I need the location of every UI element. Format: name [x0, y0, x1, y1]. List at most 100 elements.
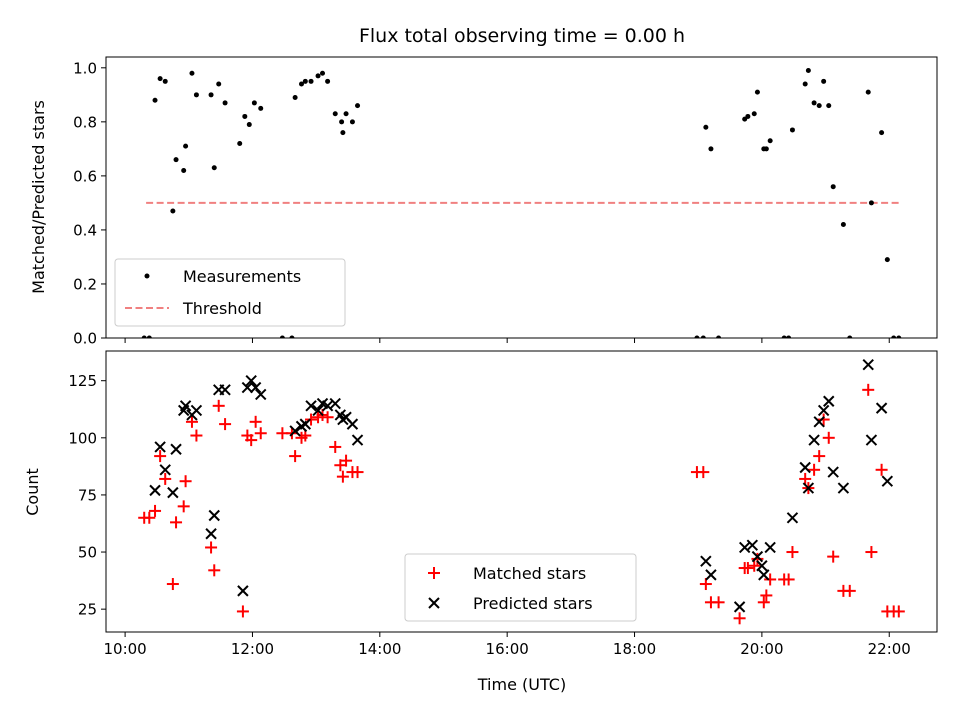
matched-stars-point [813, 450, 826, 463]
matched-stars-point [808, 463, 821, 476]
measurement-point [152, 97, 158, 103]
matched-stars-point [190, 429, 203, 442]
predicted-stars-point [241, 381, 254, 394]
count-y-tick-label: 125 [68, 372, 97, 390]
measurement-point [339, 119, 345, 125]
predicted-stars-point [808, 434, 820, 446]
measurement-point [325, 78, 331, 84]
count-legend-box [404, 553, 637, 622]
matched-stars-point [143, 511, 156, 524]
predicted-stars-point [733, 601, 746, 613]
predicted-stars-point [799, 461, 811, 474]
predicted-stars-point [255, 388, 267, 401]
measurement-point [222, 100, 228, 106]
ratio-legend: Measurements Threshold [114, 258, 346, 327]
measurement-point [754, 89, 760, 95]
matched-stars-point [875, 463, 888, 476]
matched-stars-point [149, 504, 162, 517]
measurement-point [279, 335, 285, 338]
measurement-point [716, 335, 722, 338]
measurement-point [789, 127, 795, 133]
measurement-point [141, 335, 147, 338]
measurement-point [258, 105, 264, 111]
count-y-tick-label: 100 [68, 429, 97, 447]
predicted-stars-point [351, 434, 364, 446]
measurement-point [840, 222, 846, 228]
measurement-point [786, 335, 792, 338]
measurement-point [308, 78, 314, 84]
matched-stars-point [205, 541, 218, 554]
measurement-point [767, 138, 773, 144]
ratio-plot-frame [105, 56, 938, 339]
predicted-stars-point [219, 384, 231, 396]
measurement-point [708, 146, 714, 152]
measurement-point [745, 113, 751, 119]
legend-label-threshold: Threshold [182, 299, 262, 318]
ratio-y-tick-label: 0.4 [73, 221, 97, 239]
ratio-panel: Matched/Predicted stars 0.0 0.2 0.4 0.6 0.8 1… [29, 56, 938, 348]
matched-stars-point [817, 413, 830, 426]
matched-stars-point [892, 605, 905, 618]
predicted-stars-point [205, 528, 217, 540]
matched-stars-point [219, 418, 232, 431]
matched-stars-point [179, 475, 192, 488]
predicted-stars-point [738, 541, 751, 554]
count-y-tick-label: 75 [78, 486, 97, 504]
measurement-point [183, 143, 189, 149]
predicted-stars-point [865, 434, 878, 446]
predicted-stars-point [875, 402, 888, 414]
matched-stars-point [249, 415, 262, 428]
count-plot-frame [105, 350, 938, 633]
ratio-y-tick-label: 0.0 [73, 330, 97, 348]
measurement-point [340, 130, 346, 136]
measurement-point [162, 78, 168, 84]
matched-stars-point [159, 472, 172, 485]
matched-stars-point [697, 466, 710, 479]
matched-stars-point [786, 546, 799, 559]
predicted-stars-point [208, 509, 220, 522]
predicted-stars-point [237, 585, 249, 597]
legend-label-predicted: Predicted stars [473, 594, 593, 613]
measurement-point [237, 140, 243, 146]
predicted-stars-point [813, 416, 825, 428]
predicted-stars-point [249, 381, 262, 394]
chart-title: Flux total observing time = 0.00 h [359, 25, 685, 47]
matched-stars-point [827, 550, 840, 563]
matched-stars-point [245, 434, 258, 447]
measurement-point [173, 157, 179, 163]
predicted-stars-point [190, 404, 203, 417]
measurement-point [896, 335, 902, 338]
matched-stars-point [329, 440, 342, 453]
measurement-point [193, 92, 199, 98]
predicted-stars-point [305, 400, 317, 412]
count-x-tick-label: 18:00 [613, 640, 656, 658]
count-x-tick-label: 14:00 [358, 640, 401, 658]
count-x-tick-label: 22:00 [868, 640, 911, 658]
measurement-point [865, 89, 871, 95]
legend-label-matched: Matched stars [473, 564, 586, 583]
predicted-stars-point [756, 560, 768, 572]
matched-stars-point [862, 383, 875, 396]
count-x-tick-label: 10:00 [103, 640, 146, 658]
count-plot-area: 10:00 12:00 14:00 16:00 18:00 20:00 22:00 25 50 7… [68, 359, 911, 658]
ratio-y-tick-label: 0.8 [73, 113, 97, 131]
measurement-point [216, 81, 222, 87]
legend-label-measurements: Measurements [183, 267, 301, 286]
measurement-point [847, 335, 853, 338]
matched-stars-point [305, 413, 318, 426]
ratio-y-tick-label: 0.6 [73, 167, 97, 185]
count-legend: Matched stars Predicted stars [404, 553, 637, 622]
matched-stars-point [321, 411, 334, 424]
measurement-point [751, 111, 757, 117]
measurement-point [868, 200, 874, 206]
count-x-tick-label: 20:00 [740, 640, 783, 658]
matched-stars-point [166, 578, 179, 591]
measurement-point [816, 103, 822, 109]
measurement-point [251, 100, 257, 106]
measurement-point [320, 70, 326, 76]
predicted-stars-point [746, 539, 759, 551]
matched-stars-point [208, 564, 221, 577]
predicted-stars-point [751, 550, 764, 563]
measurement-point [355, 103, 361, 109]
